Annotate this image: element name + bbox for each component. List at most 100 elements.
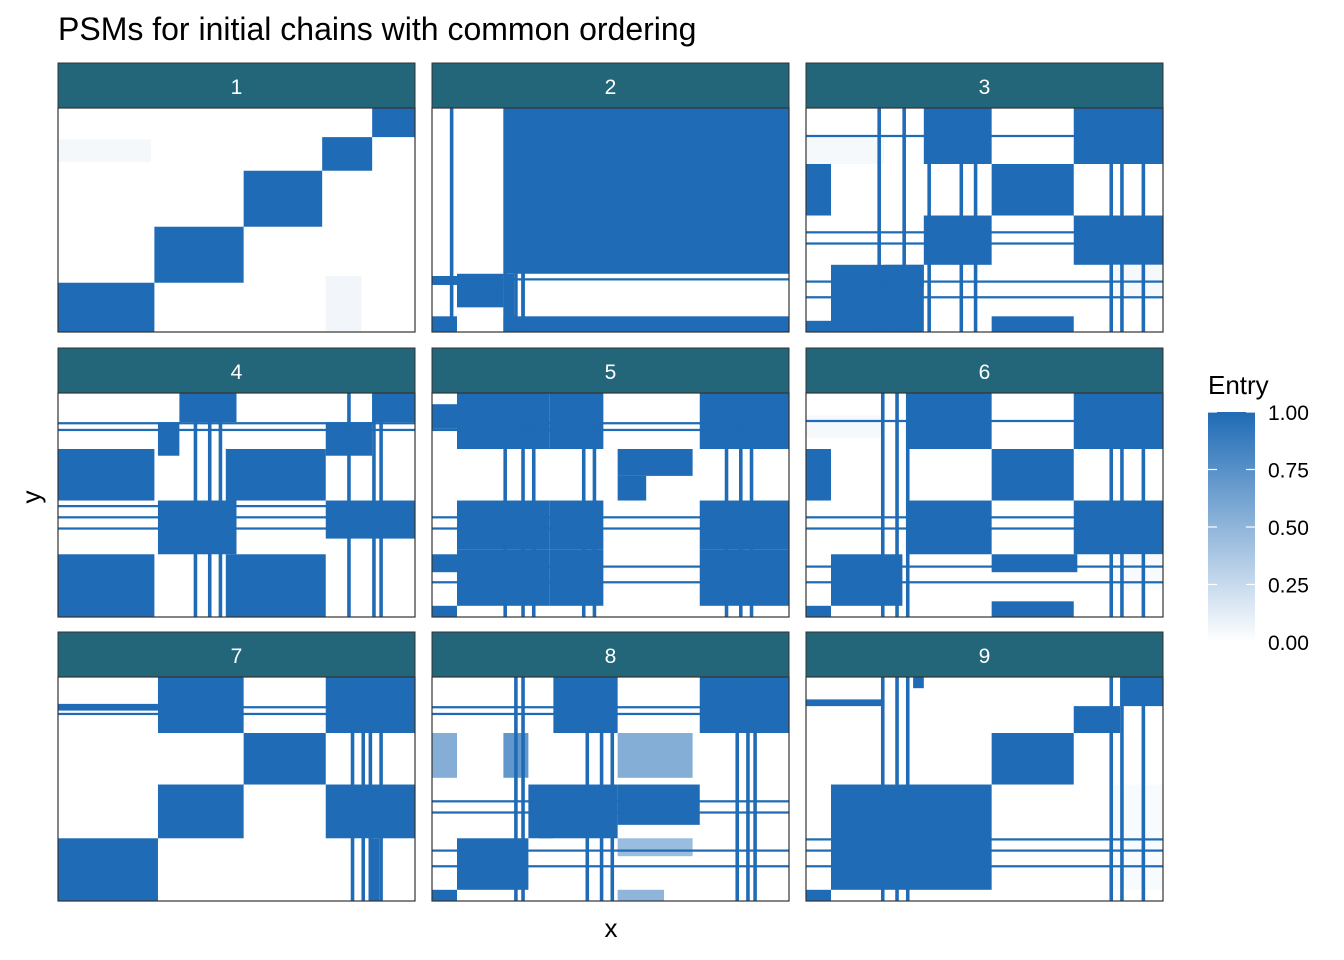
heatmap-column-stripe bbox=[724, 393, 729, 617]
facet-panel-7: 7 bbox=[57, 631, 416, 902]
legend-tick-label: 0.25 bbox=[1268, 575, 1309, 598]
heatmap-row-stripe bbox=[432, 849, 789, 852]
heatmap-block bbox=[456, 108, 789, 274]
heatmap-block bbox=[1073, 500, 1163, 555]
heatmap-block bbox=[243, 170, 323, 227]
facet-strip-label: 7 bbox=[231, 645, 243, 668]
heatmap-row-stripe bbox=[806, 527, 1163, 530]
facet-strip-label: 8 bbox=[605, 645, 617, 668]
heatmap-row-stripe bbox=[806, 849, 1163, 852]
heatmap-block bbox=[806, 449, 831, 501]
heatmap-block bbox=[1073, 706, 1121, 733]
heatmap-block bbox=[830, 554, 903, 606]
heatmap-column-stripe bbox=[1141, 393, 1146, 617]
panel-border bbox=[57, 392, 416, 618]
heatmap-block bbox=[58, 554, 155, 617]
heatmap-column-stripe bbox=[592, 393, 597, 617]
facet-panel-2: 2 bbox=[431, 62, 790, 333]
heatmap-block bbox=[913, 677, 924, 689]
heatmap-block bbox=[225, 449, 326, 501]
heatmap-row-stripe bbox=[806, 134, 1163, 138]
legend-tick-label: 1.00 bbox=[1268, 402, 1309, 425]
heatmap-column-stripe bbox=[1141, 677, 1146, 901]
facet-panel-8: 8 bbox=[431, 631, 790, 902]
heatmap-column-stripe bbox=[959, 108, 964, 332]
heatmap-column-stripe bbox=[503, 393, 507, 617]
heatmap-block bbox=[1073, 215, 1163, 265]
facet-strip bbox=[805, 347, 1164, 394]
heatmap-block bbox=[991, 316, 1074, 332]
heatmap-block bbox=[806, 699, 885, 707]
facet-strip bbox=[57, 62, 416, 109]
psm-heatmap bbox=[806, 108, 1163, 332]
heatmap-block bbox=[923, 215, 992, 265]
heatmap-column-stripe bbox=[973, 108, 978, 332]
heatmap-column-stripe bbox=[503, 108, 507, 332]
facet-panel-6: 6 bbox=[805, 347, 1164, 618]
heatmap-block bbox=[699, 500, 789, 550]
heatmap-column-stripe bbox=[880, 677, 885, 901]
psm-heatmap bbox=[432, 108, 789, 332]
heatmap-row-stripe bbox=[58, 712, 415, 716]
heatmap-block bbox=[617, 838, 693, 857]
heatmap-column-stripe bbox=[379, 677, 383, 901]
heatmap-block bbox=[154, 226, 244, 283]
heatmap-block bbox=[806, 164, 831, 216]
legend-ticks: 0.00 0.25 0.50 0.75 1.00 bbox=[1208, 402, 1309, 655]
facet-strip-label: 2 bbox=[605, 76, 617, 99]
facet-strip bbox=[805, 631, 1164, 678]
heatmap-column-stripe bbox=[449, 108, 454, 332]
heatmap-block bbox=[806, 605, 831, 617]
heatmap-row-stripe bbox=[806, 565, 1163, 568]
facet-strip bbox=[431, 631, 790, 678]
heatmap-block bbox=[830, 784, 992, 890]
heatmap-column-stripe bbox=[1109, 108, 1114, 332]
heatmap-row-stripe bbox=[58, 428, 415, 432]
heatmap-block bbox=[243, 733, 326, 785]
heatmap-row-stripe bbox=[432, 581, 789, 584]
heatmap-column-stripe bbox=[521, 108, 525, 332]
facet-panel-4: 4 bbox=[57, 347, 416, 618]
heatmap-column-stripe bbox=[1109, 677, 1114, 901]
heatmap-block bbox=[456, 278, 789, 281]
heatmap-row-stripe bbox=[806, 516, 1163, 519]
facet-panels: 1 2 3 4 5 6 7 8 9 bbox=[57, 62, 1164, 902]
heatmap-column-stripe bbox=[585, 677, 590, 901]
psm-heatmap bbox=[58, 677, 415, 901]
heatmap-block bbox=[806, 889, 831, 901]
heatmap-block bbox=[325, 276, 362, 332]
heatmap-block bbox=[157, 422, 180, 456]
facet-strip bbox=[431, 62, 790, 109]
heatmap-block bbox=[806, 320, 831, 332]
heatmap-column-stripe bbox=[739, 393, 743, 617]
heatmap-block bbox=[1109, 554, 1163, 591]
heatmap-block bbox=[503, 273, 515, 332]
facet-panel-3: 3 bbox=[805, 62, 1164, 333]
heatmap-row-stripe bbox=[432, 712, 789, 716]
heatmap-row-stripe bbox=[806, 280, 1163, 283]
heatmap-column-stripe bbox=[514, 677, 518, 901]
heatmap-row-stripe bbox=[432, 865, 789, 868]
heatmap-row-stripe bbox=[58, 527, 415, 530]
heatmap-row-stripe bbox=[58, 706, 415, 709]
heatmap-block bbox=[225, 554, 326, 617]
heatmap-row-stripe bbox=[432, 811, 789, 814]
heatmap-column-stripe bbox=[880, 393, 885, 617]
heatmap-row-stripe bbox=[58, 516, 415, 519]
facet-strip bbox=[431, 347, 790, 394]
heatmap-block bbox=[991, 733, 1074, 785]
heatmap-row-stripe bbox=[432, 527, 789, 530]
heatmap-block bbox=[58, 282, 155, 332]
heatmap-column-stripe bbox=[877, 108, 881, 332]
heatmap-block bbox=[456, 273, 504, 308]
legend-tick-label: 0.50 bbox=[1268, 517, 1309, 540]
legend-tick-label: 0.75 bbox=[1268, 460, 1309, 483]
x-axis-label: x bbox=[605, 913, 618, 943]
facet-strip bbox=[57, 631, 416, 678]
heatmap-column-stripe bbox=[905, 393, 910, 617]
heatmap-block bbox=[699, 677, 789, 733]
heatmap-column-stripe bbox=[902, 108, 906, 332]
y-axis-label: y bbox=[16, 491, 46, 504]
heatmap-row-stripe bbox=[432, 422, 789, 425]
